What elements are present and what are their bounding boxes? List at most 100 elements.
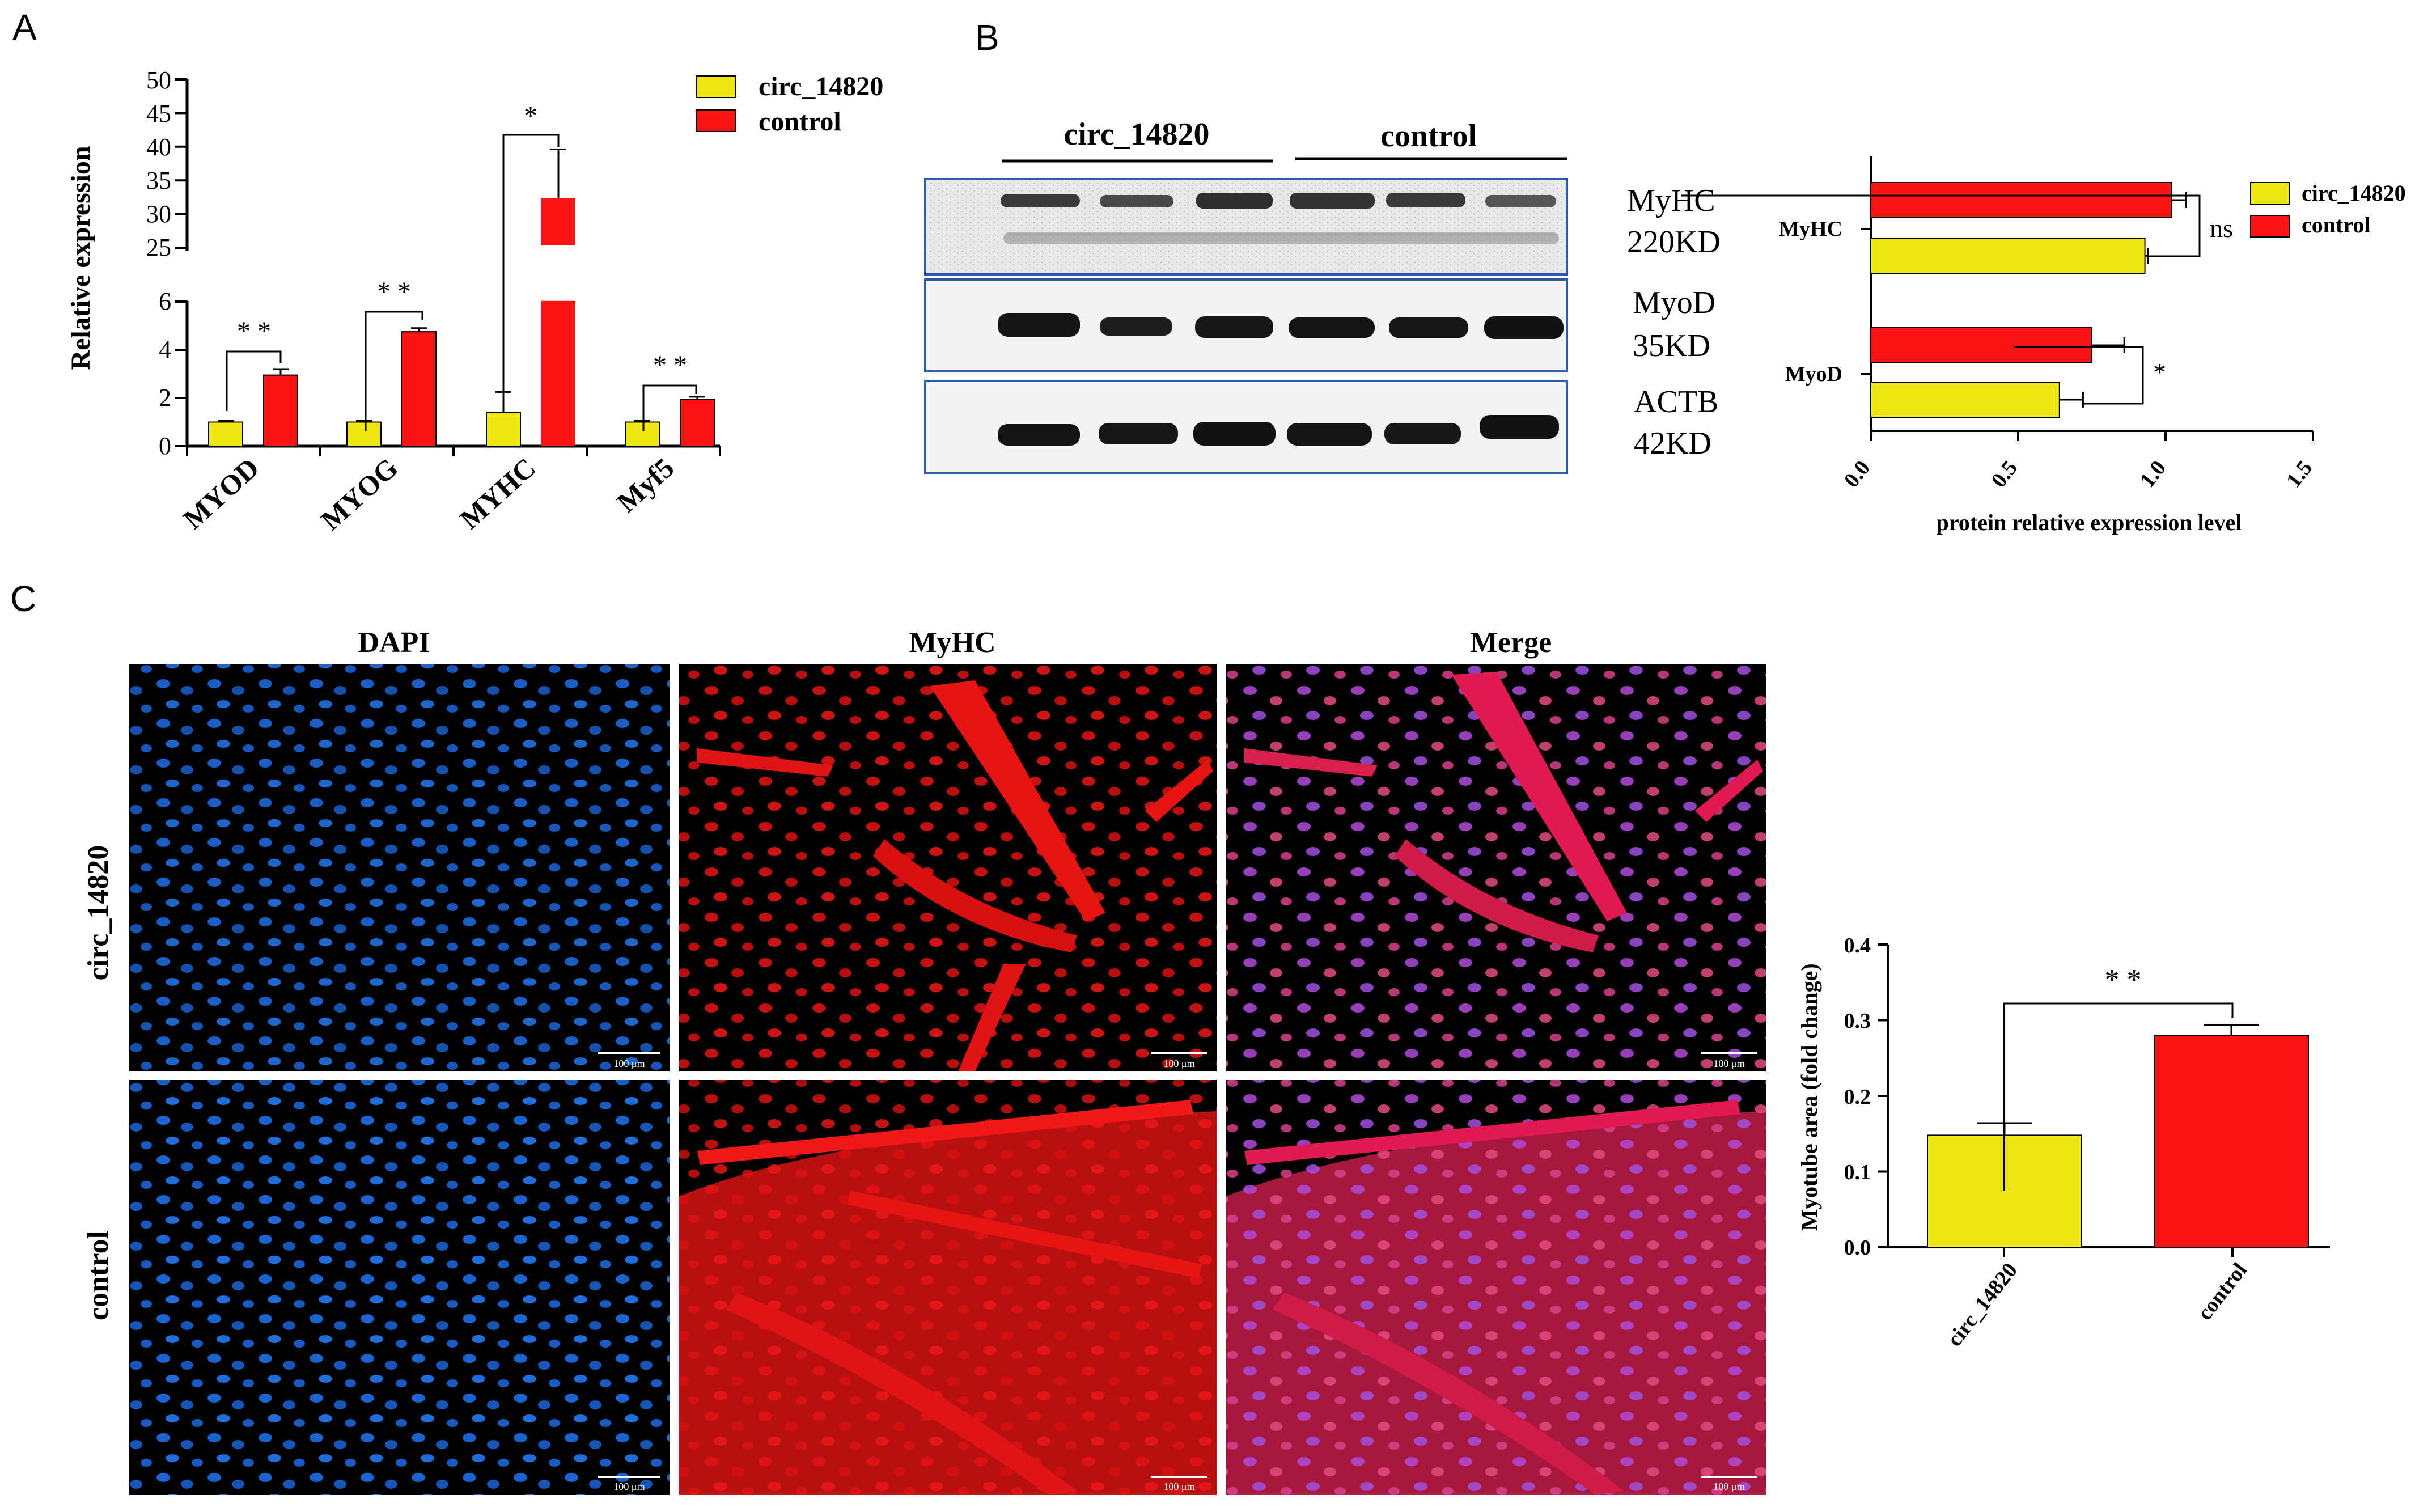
a-tick-30: 30	[146, 200, 171, 228]
panel-label-a: A	[12, 7, 37, 48]
panel-a-category-labels: MYOD MYOG MYHC Myf5	[177, 452, 680, 536]
blot-label-myhc: MyHC	[1627, 183, 1715, 218]
a-tick-45: 45	[146, 100, 171, 128]
micrograph-circ-myhc: 100 μm	[679, 664, 1217, 1071]
blot-label-myod: MyoD	[1633, 285, 1715, 320]
panel-a-brackets	[226, 134, 697, 431]
c-ytick-03: 0.3	[1844, 1009, 1871, 1033]
western-blot: circ_14820 control	[924, 117, 1721, 474]
scalebar-circ-dapi: 100 μm	[613, 1058, 645, 1069]
a-sig-myf5: * *	[653, 350, 687, 380]
a-cat-myod: MYOD	[177, 452, 265, 536]
scalebar-control-myhc: 100 μm	[1163, 1481, 1194, 1492]
blot-group-circ: circ_14820	[1064, 117, 1209, 152]
a-legend-circ: circ_14820	[759, 71, 883, 101]
a-legend-control: control	[759, 107, 841, 137]
c-sig: * *	[2105, 964, 2142, 996]
a-legend-swatch-control	[696, 109, 736, 132]
blot-size-myhc: 220KD	[1627, 225, 1721, 260]
c-col-merge: Merge	[1470, 626, 1552, 659]
a-bar-circ_14820-Myf5	[625, 421, 660, 447]
c-ytick-01: 0.1	[1844, 1161, 1871, 1184]
a-sig-myog: * *	[377, 277, 411, 307]
a-bar-control-MYOG	[401, 331, 437, 447]
panel-a-legend: circ_14820 control	[696, 71, 883, 137]
c-col-dapi: DAPI	[358, 626, 430, 659]
a-bar-circ_14820-MYOD	[208, 421, 243, 447]
panel-b: B circ_14820 control	[924, 17, 2406, 535]
c-bracket	[2003, 1002, 2234, 1191]
b-bar-circ_14820-MyHC	[1870, 238, 2146, 274]
blot-label-actb: ACTB	[1634, 384, 1718, 420]
a-cat-myhc: MYHC	[454, 452, 541, 536]
b-xtick-15: 1.5	[2282, 456, 2317, 492]
c-bar-control	[2154, 1035, 2309, 1248]
panel-c-ylabel: Myotube area (fold change)	[1797, 963, 1822, 1230]
c-cat-circ: circ_14820	[1943, 1259, 2023, 1351]
b-legend-swatch-circ	[2250, 182, 2290, 205]
c-row-control: control	[82, 1231, 115, 1320]
a-tick-25: 25	[146, 234, 171, 261]
a-bar-control-MYOD	[263, 374, 298, 447]
panel-b-xlabel: protein relative expression level	[1937, 510, 2242, 535]
blot-myhc	[924, 178, 1568, 276]
panel-label-b: B	[975, 17, 999, 58]
panel-b-legend: circ_14820 control	[2250, 180, 2406, 238]
b-cat-myod: MyoD	[1785, 362, 1842, 386]
micrograph-control-merge: 100 μm	[1226, 1080, 1766, 1495]
a-cat-myog: MYOG	[315, 452, 404, 536]
b-legend-circ: circ_14820	[2302, 180, 2406, 206]
blot-group-control: control	[1380, 118, 1477, 154]
a-bar-control-MYHC-upper	[541, 198, 575, 245]
panel-a-ylabel: Relative expression	[66, 146, 96, 370]
c-ytick-02: 0.2	[1844, 1085, 1871, 1109]
b-bar-circ_14820-MyoD	[1870, 382, 2060, 418]
panel-c: C DAPI MyHC Merge circ_14820 control 100…	[10, 578, 2330, 1495]
panel-c-ytick-labels: 0.0 0.1 0.2 0.3 0.4	[1844, 934, 1871, 1260]
a-sig-myod: * *	[237, 316, 271, 346]
blot-size-myod: 35KD	[1633, 328, 1710, 363]
blot-size-actb: 42KD	[1634, 426, 1711, 461]
panel-b-brackets	[1681, 194, 2201, 405]
blot-myod	[924, 278, 1568, 372]
scalebar-control-dapi: 100 μm	[613, 1481, 645, 1492]
b-sig-myod: *	[2153, 358, 2166, 387]
b-sig-myhc: ns	[2210, 214, 2233, 243]
c-ytick-00: 0.0	[1844, 1236, 1871, 1260]
b-bar-control-MyoD	[1870, 327, 2092, 363]
panel-label-c: C	[10, 578, 36, 619]
micrograph-control-dapi: 100 μm	[129, 1080, 670, 1495]
c-ytick-04: 0.4	[1844, 934, 1871, 958]
a-tick-6: 6	[159, 287, 171, 315]
a-legend-swatch-circ	[696, 75, 736, 98]
a-cat-myf5: Myf5	[611, 452, 680, 519]
scalebar-circ-merge: 100 μm	[1713, 1058, 1744, 1069]
micrograph-circ-dapi: 100 μm	[129, 664, 670, 1071]
blot-actb	[924, 380, 1568, 474]
c-cat-control: control	[2193, 1259, 2252, 1325]
panel-a: A Relative expression 50 45 40 35 30 25 …	[12, 7, 883, 536]
panel-a-bars	[208, 149, 715, 447]
b-xtick-0: 0.0	[1840, 456, 1875, 492]
a-tick-40: 40	[146, 133, 171, 161]
panel-a-axes	[175, 78, 721, 456]
b-legend-swatch-control	[2250, 215, 2290, 238]
b-cat-myhc: MyHC	[1779, 217, 1842, 241]
a-tick-2: 2	[159, 384, 171, 412]
a-sig-myhc: *	[524, 101, 537, 131]
panel-b-bars	[1870, 182, 2187, 418]
scalebar-control-merge: 100 μm	[1713, 1481, 1744, 1492]
a-tick-50: 50	[146, 66, 171, 94]
a-bar-control-MYHC-lower	[541, 300, 575, 446]
a-bar-control-Myf5	[680, 399, 715, 447]
panel-c-bars	[1927, 1024, 2309, 1248]
b-xtick-05: 0.5	[1987, 456, 2022, 492]
a-tick-4: 4	[159, 336, 171, 363]
a-tick-35: 35	[146, 167, 171, 194]
panel-a-tick-labels: 50 45 40 35 30 25 6 4 2 0	[146, 66, 171, 460]
a-tick-0: 0	[159, 432, 171, 460]
a-bar-circ_14820-MYHC	[486, 412, 521, 447]
c-row-circ: circ_14820	[82, 845, 115, 981]
micrograph-circ-merge: 100 μm	[1226, 664, 1766, 1071]
